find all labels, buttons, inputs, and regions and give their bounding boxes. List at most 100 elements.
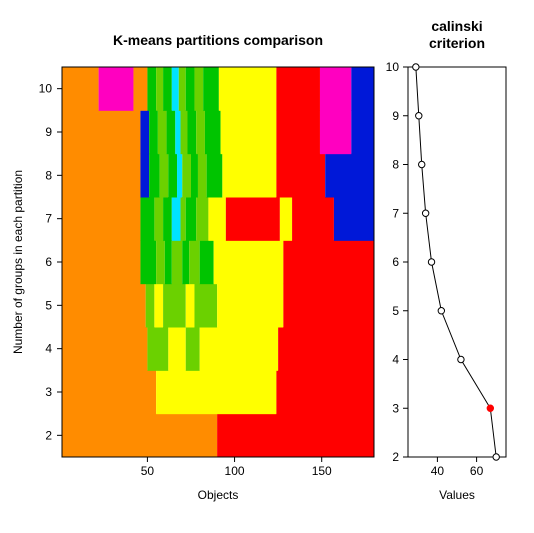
partition-cell bbox=[226, 197, 280, 241]
y-tick-label: 8 bbox=[392, 158, 399, 172]
partition-cell bbox=[172, 67, 179, 111]
partition-cell bbox=[175, 110, 180, 154]
x-tick-label: 50 bbox=[141, 464, 155, 478]
partition-cell bbox=[200, 327, 278, 371]
partition-cell bbox=[203, 67, 219, 111]
partition-cell bbox=[187, 110, 196, 154]
partition-cell bbox=[196, 110, 205, 154]
partition-cell bbox=[214, 240, 284, 284]
partition-cell bbox=[325, 154, 374, 198]
y-tick-label: 2 bbox=[45, 428, 52, 442]
partition-cell bbox=[219, 67, 277, 111]
partition-cell bbox=[222, 154, 276, 198]
figure-svg: 501001502345678910ObjectsNumber of group… bbox=[0, 0, 534, 533]
y-tick-label: 5 bbox=[392, 304, 399, 318]
partition-cell bbox=[351, 67, 374, 111]
x-tick-label: 60 bbox=[470, 464, 484, 478]
y-tick-label: 5 bbox=[45, 298, 52, 312]
y-tick-label: 7 bbox=[45, 212, 52, 226]
partition-cell bbox=[280, 197, 292, 241]
y-tick-label: 7 bbox=[392, 206, 399, 220]
partition-cell bbox=[62, 327, 147, 371]
partition-cell bbox=[147, 67, 156, 111]
partition-cell bbox=[156, 370, 276, 414]
partition-cell bbox=[181, 110, 188, 154]
y-tick-label: 4 bbox=[45, 342, 52, 356]
partition-cell bbox=[179, 67, 186, 111]
partition-cell bbox=[146, 284, 155, 328]
partition-cell bbox=[160, 154, 169, 198]
y-tick-label: 6 bbox=[45, 255, 52, 269]
right-plot-frame bbox=[408, 67, 506, 457]
partition-cell bbox=[62, 240, 140, 284]
partition-cell bbox=[182, 154, 191, 198]
partition-cell bbox=[334, 197, 374, 241]
partition-cell bbox=[276, 370, 374, 414]
y-tick-label: 2 bbox=[392, 450, 399, 464]
criterion-point bbox=[493, 454, 499, 460]
criterion-point bbox=[428, 259, 434, 265]
partition-cell bbox=[217, 284, 283, 328]
criterion-point bbox=[458, 356, 464, 362]
criterion-point bbox=[487, 405, 493, 411]
criterion-point bbox=[413, 64, 419, 70]
partition-cell bbox=[205, 110, 221, 154]
y-tick-label: 6 bbox=[392, 255, 399, 269]
partition-cell bbox=[62, 110, 140, 154]
partition-cell bbox=[198, 154, 207, 198]
partition-cell bbox=[149, 154, 159, 198]
figure-root: 501001502345678910ObjectsNumber of group… bbox=[0, 0, 534, 533]
y-tick-label: 9 bbox=[392, 109, 399, 123]
partition-cell bbox=[200, 240, 214, 284]
x-tick-label: 150 bbox=[312, 464, 332, 478]
partition-cell bbox=[189, 240, 199, 284]
left-xlabel: Objects bbox=[198, 488, 239, 502]
partition-cell bbox=[62, 197, 140, 241]
partition-cell bbox=[62, 67, 99, 111]
partition-cell bbox=[168, 327, 185, 371]
criterion-point bbox=[419, 161, 425, 167]
partition-cell bbox=[140, 110, 149, 154]
right-title-l1: calinski bbox=[431, 18, 482, 34]
y-tick-label: 3 bbox=[45, 385, 52, 399]
y-tick-label: 10 bbox=[39, 82, 53, 96]
y-tick-label: 3 bbox=[392, 401, 399, 415]
criterion-point bbox=[416, 113, 422, 119]
partition-cell bbox=[351, 110, 374, 154]
partition-cell bbox=[181, 197, 186, 241]
partition-cell bbox=[168, 154, 177, 198]
partition-cell bbox=[276, 154, 325, 198]
partition-cell bbox=[283, 240, 374, 284]
partition-cell bbox=[99, 67, 134, 111]
y-tick-label: 4 bbox=[392, 353, 399, 367]
partition-cell bbox=[191, 154, 198, 198]
y-tick-label: 9 bbox=[45, 125, 52, 139]
y-tick-label: 8 bbox=[45, 168, 52, 182]
partition-cell bbox=[156, 240, 165, 284]
right-title-l2: criterion bbox=[429, 35, 485, 51]
partition-cell bbox=[196, 197, 208, 241]
partition-cell bbox=[62, 370, 156, 414]
partition-cell bbox=[149, 110, 158, 154]
partition-cell bbox=[276, 110, 320, 154]
partition-cell bbox=[186, 327, 200, 371]
partition-cell bbox=[182, 240, 189, 284]
partition-cell bbox=[186, 67, 195, 111]
partition-cell bbox=[133, 67, 147, 111]
partition-cell bbox=[194, 67, 203, 111]
partition-cell bbox=[167, 110, 176, 154]
partition-cell bbox=[140, 240, 156, 284]
left-ylabel: Number of groups in each partition bbox=[11, 170, 25, 354]
partition-cell bbox=[163, 284, 186, 328]
partition-cell bbox=[207, 154, 223, 198]
partition-cell bbox=[283, 284, 374, 328]
partition-cell bbox=[62, 414, 217, 458]
partition-cell bbox=[140, 197, 154, 241]
partition-cell bbox=[147, 327, 168, 371]
partition-cell bbox=[292, 197, 334, 241]
partition-cell bbox=[154, 197, 163, 241]
y-tick-label: 10 bbox=[386, 60, 400, 74]
x-tick-label: 40 bbox=[431, 464, 445, 478]
partition-cell bbox=[154, 284, 163, 328]
partition-cell bbox=[163, 67, 172, 111]
